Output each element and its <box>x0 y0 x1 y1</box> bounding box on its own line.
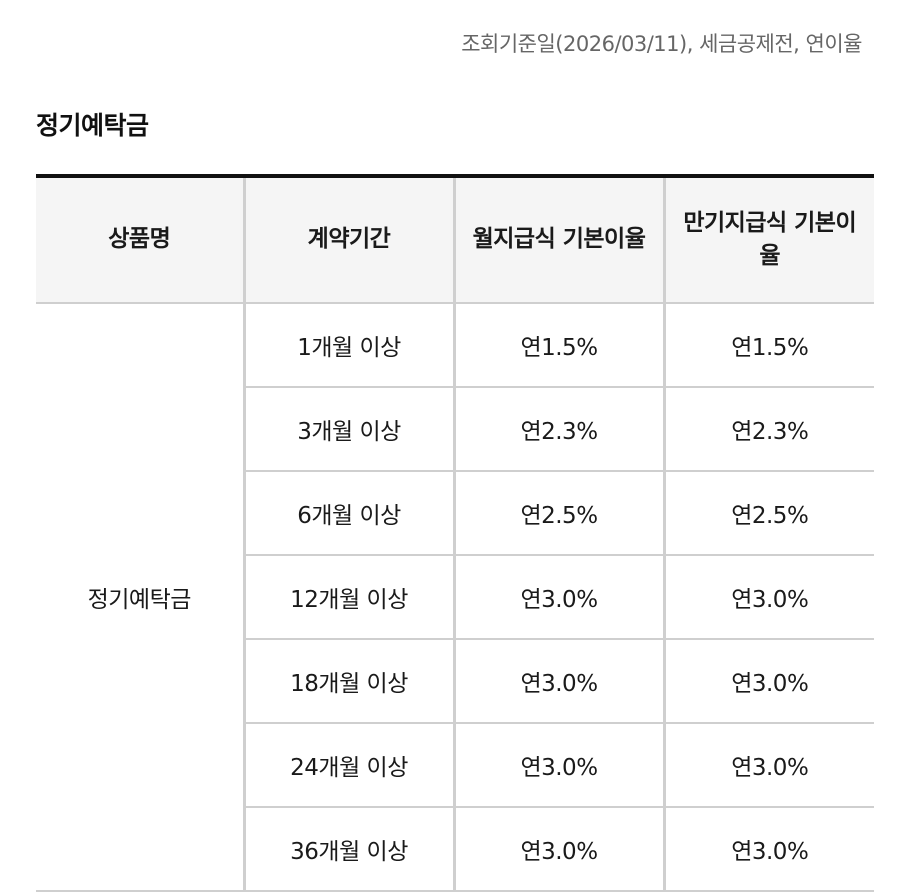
header-product-name: 상품명 <box>36 176 244 304</box>
table-row: 36개월 이상 연3.0% 연3.0% <box>36 807 874 892</box>
table-row: 정기예탁금 1개월 이상 연1.5% 연1.5% <box>36 303 874 892</box>
table-row: 24개월 이상 연3.0% 연3.0% <box>36 723 874 808</box>
maturity-rate-cell: 연2.3% <box>662 387 874 472</box>
maturity-rate-cell: 연3.0% <box>662 555 874 640</box>
table-row: 3개월 이상 연2.3% 연2.3% <box>36 387 874 472</box>
period-cell: 6개월 이상 <box>242 471 454 556</box>
header-maturity-rate: 만기지급식 기본이율 <box>662 176 874 304</box>
period-cell: 24개월 이상 <box>242 723 454 808</box>
monthly-rate-cell: 연2.5% <box>452 471 664 556</box>
period-cell: 3개월 이상 <box>242 387 454 472</box>
monthly-rate-cell: 연3.0% <box>452 807 664 892</box>
maturity-rate-cell: 연2.5% <box>662 471 874 556</box>
header-monthly-rate: 월지급식 기본이율 <box>452 176 664 304</box>
header-contract-period: 계약기간 <box>242 176 454 304</box>
monthly-rate-cell: 연3.0% <box>452 639 664 724</box>
period-cell: 1개월 이상 <box>242 303 454 388</box>
rate-notice: 조회기준일(2026/03/11), 세금공제전, 연이율 <box>461 32 862 56</box>
monthly-rate-cell: 연3.0% <box>452 723 664 808</box>
maturity-rate-cell: 연3.0% <box>662 639 874 724</box>
table-row: 12개월 이상 연3.0% 연3.0% <box>36 555 874 640</box>
table-row: 6개월 이상 연2.5% 연2.5% <box>36 471 874 556</box>
monthly-rate-cell: 연3.0% <box>452 555 664 640</box>
section-title: 정기예탁금 <box>36 111 149 140</box>
monthly-rate-cell: 연1.5% <box>452 303 664 388</box>
product-name-cell: 정기예탁금 <box>36 303 244 892</box>
table-row: 18개월 이상 연3.0% 연3.0% <box>36 639 874 724</box>
maturity-rate-cell: 연3.0% <box>662 723 874 808</box>
table-header-row: 상품명 계약기간 월지급식 기본이율 만기지급식 기본이율 <box>36 176 874 304</box>
monthly-rate-cell: 연2.3% <box>452 387 664 472</box>
maturity-rate-cell: 연3.0% <box>662 807 874 892</box>
period-cell: 12개월 이상 <box>242 555 454 640</box>
period-cell: 18개월 이상 <box>242 639 454 724</box>
interest-rate-table: 상품명 계약기간 월지급식 기본이율 만기지급식 기본이율 정기예탁금 1개월 … <box>36 174 874 892</box>
period-cell: 36개월 이상 <box>242 807 454 892</box>
maturity-rate-cell: 연1.5% <box>662 303 874 388</box>
